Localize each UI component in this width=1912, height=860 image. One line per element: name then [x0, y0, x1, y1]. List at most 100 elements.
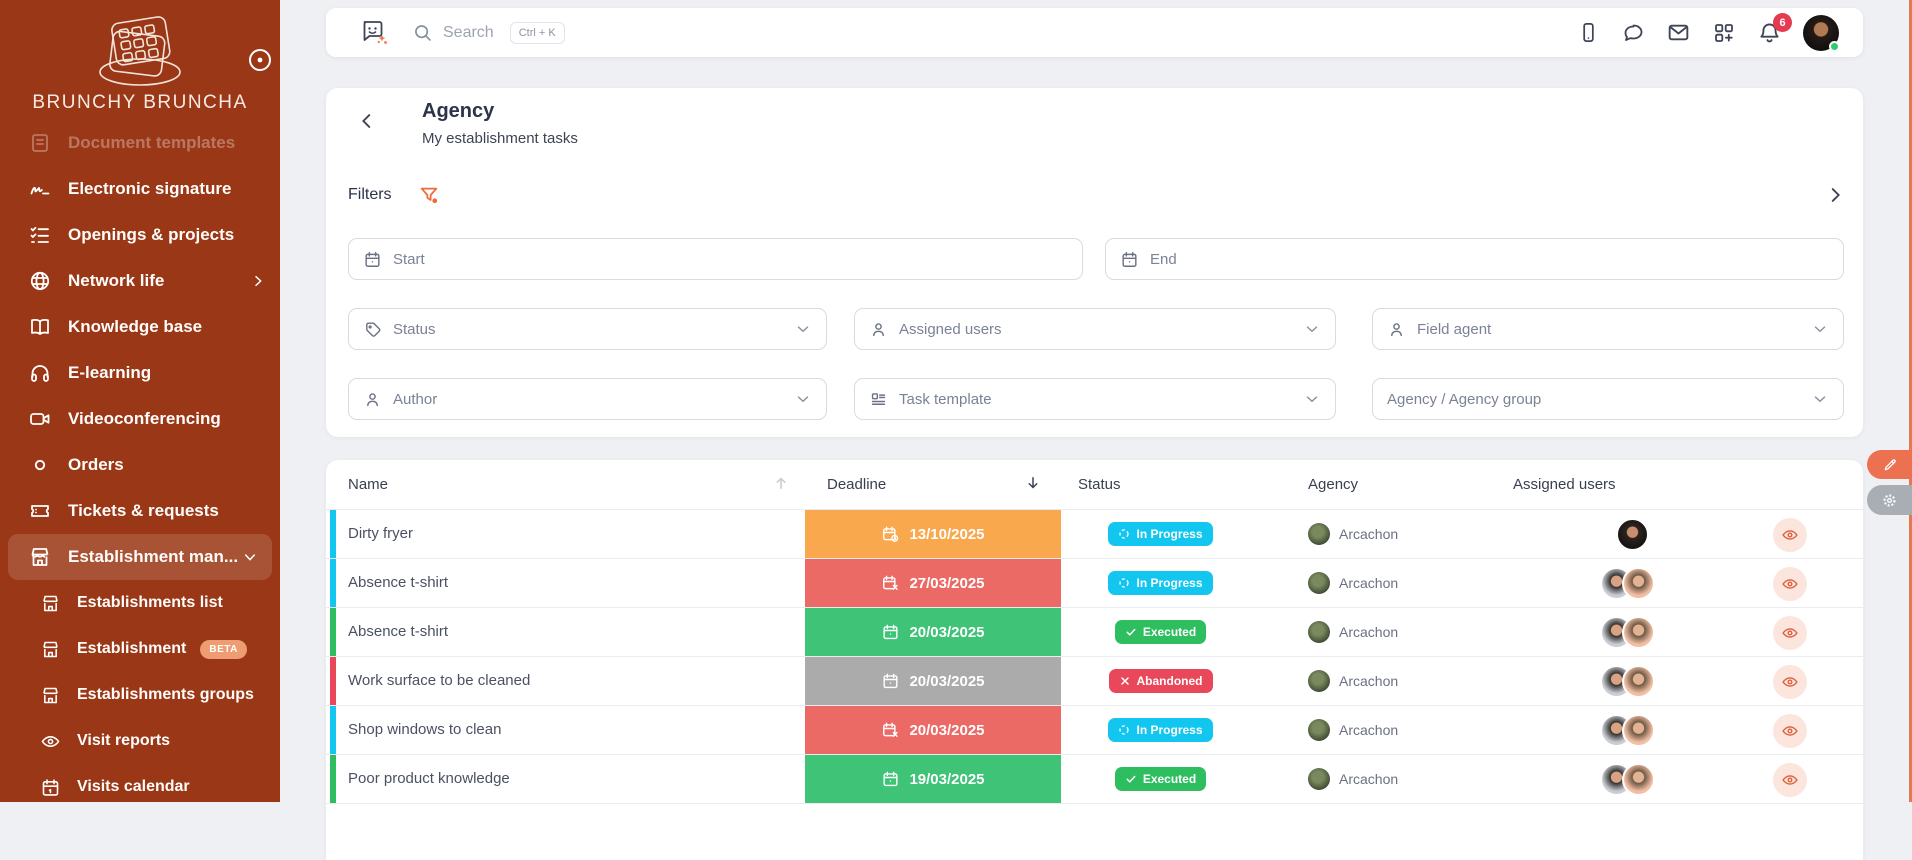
sidebar-subitem-visits-calendar[interactable]: Visits calendar	[0, 764, 280, 810]
status-badge: In Progress	[1108, 522, 1213, 546]
status-badge: In Progress	[1108, 718, 1213, 742]
row-status-bar	[330, 657, 336, 705]
user-icon	[873, 322, 884, 336]
filter-field-agent-select[interactable]: Field agent	[1372, 308, 1844, 350]
table-row[interactable]: Poor product knowledge 19/03/2025 Execut…	[326, 755, 1863, 804]
user-avatar	[1622, 714, 1655, 747]
search-input[interactable]: Search Ctrl + K	[412, 21, 565, 44]
row-status-bar	[330, 559, 336, 607]
sidebar-item-document-templates[interactable]: Document templates	[0, 120, 280, 166]
sidebar-subitem-establishment[interactable]: Establishment BETA	[0, 626, 280, 672]
storefront-icon	[43, 641, 58, 657]
column-header-name[interactable]: Name	[348, 476, 389, 493]
table-row[interactable]: Dirty fryer 13/10/2025 In Progress Arcac…	[326, 510, 1863, 559]
user-avatar	[1622, 616, 1655, 649]
sidebar-item-electronic-signature[interactable]: Electronic signature	[0, 166, 280, 212]
beta-badge: BETA	[200, 639, 247, 659]
deadline-date: 20/03/2025	[909, 721, 985, 739]
column-header-agency[interactable]: Agency	[1308, 476, 1359, 493]
chevron-down-icon	[1306, 396, 1318, 403]
storefront-icon	[43, 687, 58, 703]
video-camera-icon	[30, 413, 50, 425]
sidebar-item-establishment-management[interactable]: Establishment man...	[8, 534, 272, 580]
storefront-icon	[43, 595, 58, 611]
task-name: Absence t-shirt	[348, 574, 449, 591]
filter-funnel-icon[interactable]	[418, 184, 440, 206]
sidebar-item-network-life[interactable]: Network life	[0, 258, 280, 304]
sidebar-collapse-button[interactable]	[246, 46, 274, 74]
eye-icon	[1782, 530, 1798, 540]
status-badge: Executed	[1114, 767, 1207, 791]
table-row[interactable]: Absence t-shirt 20/03/2025 Executed Arca…	[326, 608, 1863, 657]
sidebar-subitem-establishments-list[interactable]: Establishments list	[0, 580, 280, 626]
deadline-date: 20/03/2025	[909, 623, 985, 641]
globe-icon	[30, 271, 50, 291]
deadline-cell: 27/03/2025	[805, 559, 1061, 607]
view-task-button[interactable]	[1773, 616, 1807, 650]
deadline-cell: 20/03/2025	[805, 608, 1061, 656]
view-task-button[interactable]	[1773, 665, 1807, 699]
task-name: Dirty fryer	[348, 525, 413, 542]
calendar-icon	[883, 624, 898, 639]
table-row[interactable]: Shop windows to clean 20/03/2025 In Prog…	[326, 706, 1863, 755]
chevron-down-icon	[797, 326, 809, 333]
column-header-deadline[interactable]: Deadline	[827, 476, 887, 493]
calendar-icon	[883, 673, 898, 688]
view-task-button[interactable]	[1773, 518, 1807, 552]
filter-start-date[interactable]: Start	[348, 238, 1083, 280]
mobile-icon[interactable]	[1577, 21, 1600, 44]
gear-icon	[1883, 493, 1896, 507]
filter-task-template-select[interactable]: Task template	[854, 378, 1336, 420]
deadline-date: 20/03/2025	[909, 672, 985, 690]
sidebar-item-orders[interactable]: Orders	[0, 442, 280, 488]
view-task-button[interactable]	[1773, 567, 1807, 601]
sidebar-item-tickets-requests[interactable]: Tickets & requests	[0, 488, 280, 534]
settings-floating-button[interactable]	[1867, 485, 1912, 515]
sidebar-menu: Document templates Electronic signature …	[0, 120, 280, 810]
eye-icon	[1782, 775, 1798, 785]
column-header-status[interactable]: Status	[1078, 476, 1121, 493]
filter-placeholder: Status	[393, 320, 436, 338]
assigned-avatars	[1600, 567, 1655, 600]
view-task-button[interactable]	[1773, 714, 1807, 748]
sort-desc-icon[interactable]	[1024, 474, 1042, 492]
sidebar-item-e-learning[interactable]: E-learning	[0, 350, 280, 396]
edit-floating-button[interactable]	[1867, 450, 1912, 479]
sort-asc-icon[interactable]	[772, 474, 790, 492]
filter-end-date[interactable]: End	[1105, 238, 1844, 280]
chevron-right-icon	[1831, 188, 1840, 202]
sidebar-subitem-establishments-groups[interactable]: Establishments groups	[0, 672, 280, 718]
apps-plus-icon[interactable]	[1712, 21, 1736, 45]
deadline-date: 19/03/2025	[909, 770, 985, 788]
filter-placeholder: Agency / Agency group	[1387, 390, 1542, 408]
filter-author-select[interactable]: Author	[348, 378, 827, 420]
filter-status-select[interactable]: Status	[348, 308, 827, 350]
bell-icon[interactable]: 6	[1757, 13, 1792, 45]
user-avatar	[1622, 665, 1655, 698]
chat-icon[interactable]	[1621, 21, 1645, 45]
filters-collapse-chevron[interactable]	[1824, 184, 1846, 206]
sidebar-item-knowledge-base[interactable]: Knowledge base	[0, 304, 280, 350]
calendar-icon	[42, 778, 59, 796]
brand-waffle-logo	[88, 8, 192, 92]
ai-assistant-button[interactable]	[360, 18, 390, 48]
sidebar-subitem-visit-reports[interactable]: Visit reports	[0, 718, 280, 764]
filter-assigned-users-select[interactable]: Assigned users	[854, 308, 1336, 350]
book-icon	[31, 319, 49, 335]
eye-icon	[1782, 726, 1798, 736]
user-avatar[interactable]	[1803, 14, 1840, 52]
sidebar-item-videoconferencing[interactable]: Videoconferencing	[0, 396, 280, 442]
table-row[interactable]: Absence t-shirt 27/03/2025 In Progress A…	[326, 559, 1863, 608]
filter-agency-group-select[interactable]: Agency / Agency group	[1372, 378, 1844, 420]
status-badge: In Progress	[1108, 571, 1213, 595]
chevron-left-icon	[362, 114, 371, 128]
mail-icon[interactable]	[1666, 20, 1691, 45]
deadline-date: 13/10/2025	[909, 525, 985, 543]
sidebar-item-openings-projects[interactable]: Openings & projects	[0, 212, 280, 258]
tasks-table-card: Name Deadline Status Agency Assigned use…	[326, 460, 1863, 860]
table-row[interactable]: Work surface to be cleaned 20/03/2025 Ab…	[326, 657, 1863, 706]
deadline-cell: 19/03/2025	[805, 755, 1061, 803]
view-task-button[interactable]	[1773, 763, 1807, 797]
back-button[interactable]	[356, 110, 378, 132]
column-header-assigned-users[interactable]: Assigned users	[1513, 476, 1616, 493]
